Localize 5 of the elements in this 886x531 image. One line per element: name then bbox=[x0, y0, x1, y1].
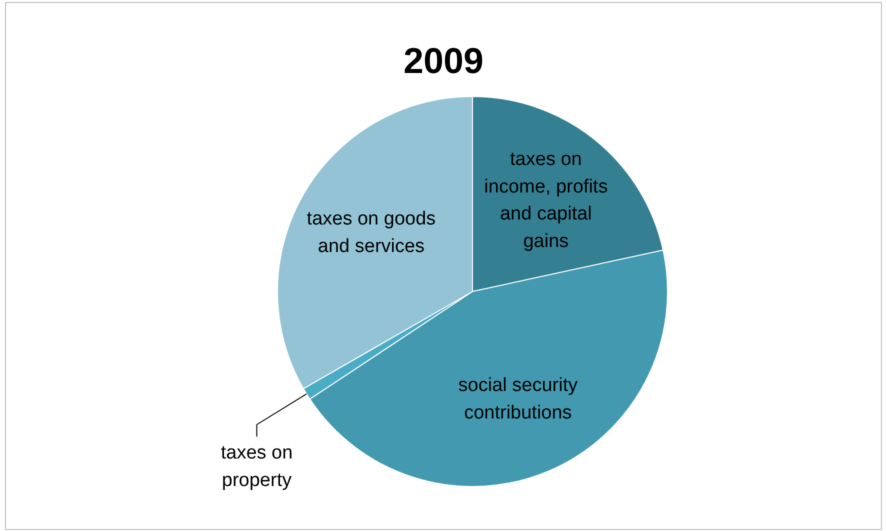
slice-label: taxes on goods and services bbox=[306, 208, 436, 258]
chart-title: 2009 bbox=[403, 40, 484, 81]
slice-label: taxes on income, profits and capital gains bbox=[484, 148, 608, 252]
slice-label: taxes on property bbox=[220, 442, 293, 491]
slice-label: social security contributions bbox=[458, 375, 578, 424]
